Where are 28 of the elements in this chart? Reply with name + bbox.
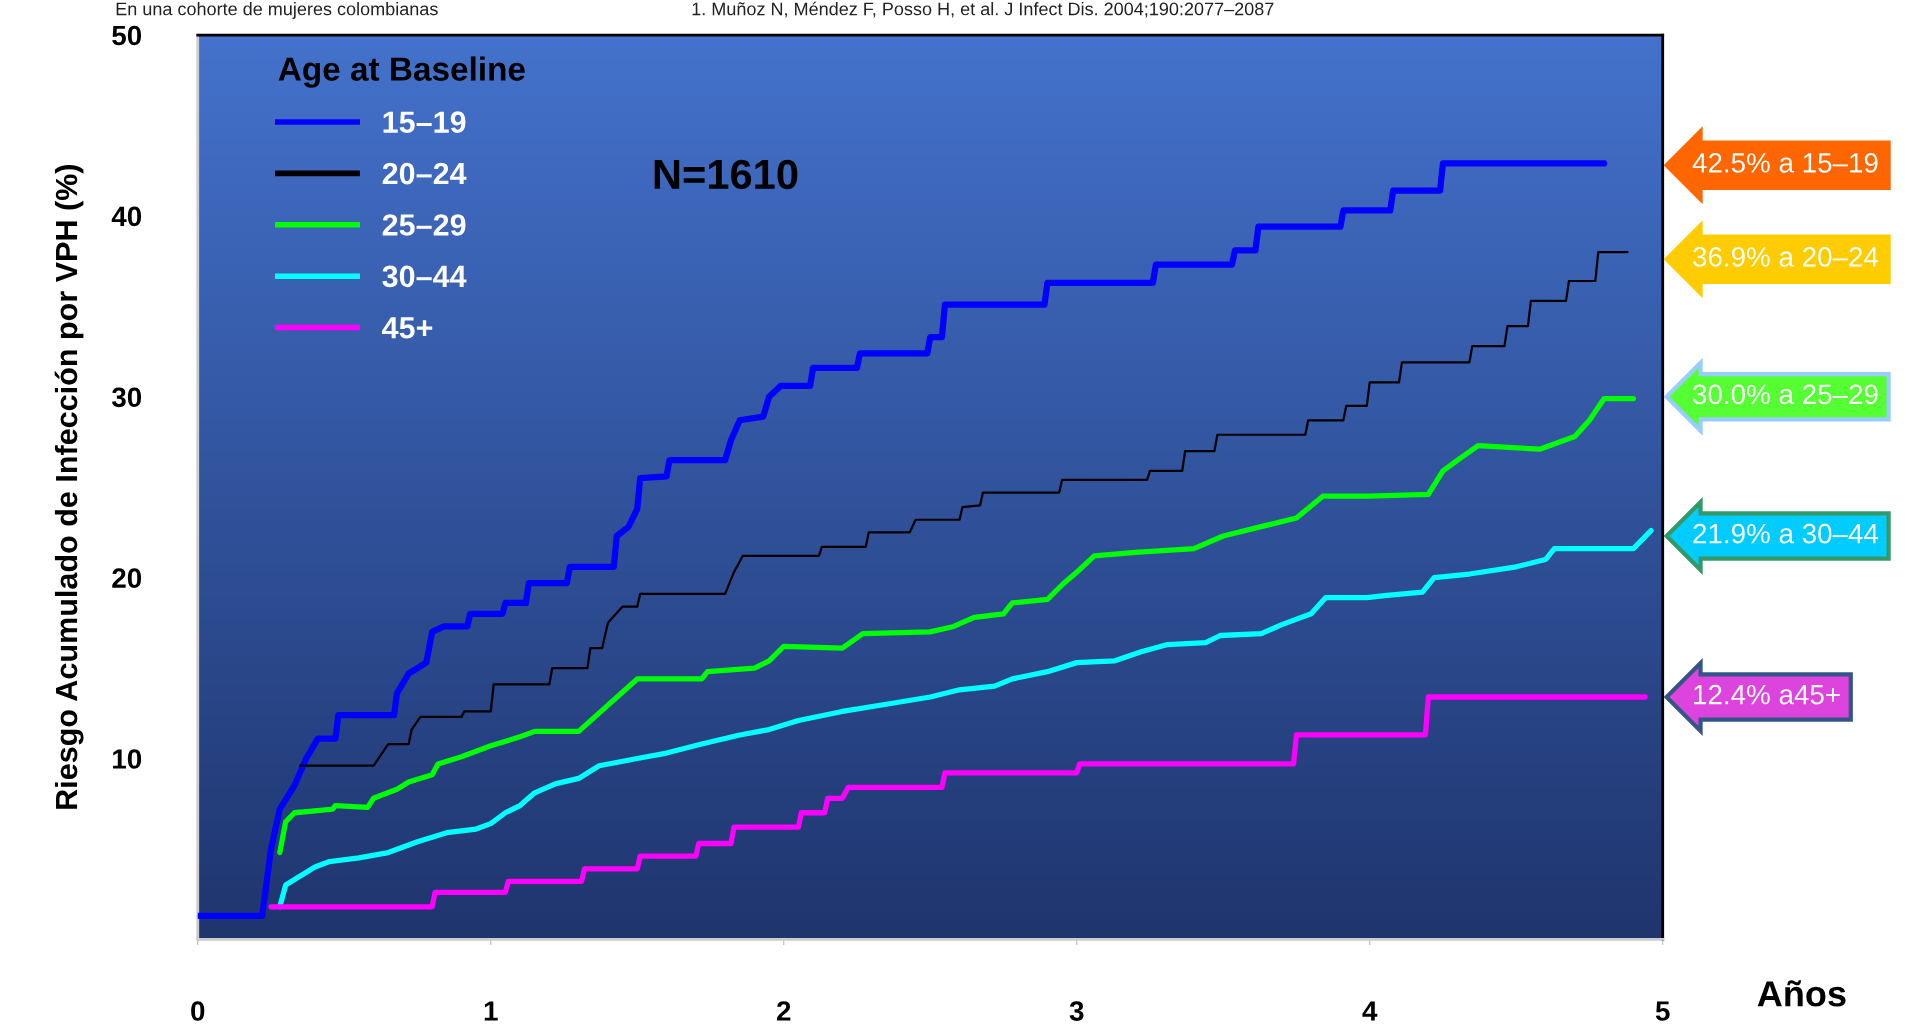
text: 12.4% a45+ (1694, 684, 1840, 705)
annotation: N=1610 (654, 159, 798, 190)
y-tick-label: 30 (111, 387, 142, 408)
y-tick-label: 40 (111, 206, 142, 227)
y-axis-title: Riesgo Acumulado de Infección por VPH (%) (54, 165, 84, 809)
text: 42.5% a 15–19 (1692, 153, 1878, 173)
legend-label: 45+ (382, 317, 433, 339)
text: 36.9% a 20–24 (1693, 247, 1879, 267)
legend-title: Age at Baseline (278, 56, 525, 88)
legend-label: 15–19 (383, 111, 466, 133)
x-axis-title: Años (1757, 980, 1846, 1007)
text: 21.9% a 30–44 (1693, 523, 1879, 544)
text: 30.0% a 25–29 (1693, 384, 1878, 405)
x-tick-label: 3 (1069, 1001, 1084, 1021)
line-series (299, 250, 1629, 767)
x-tick-label: 0 (191, 1001, 205, 1021)
y-tick-label: 50 (112, 25, 142, 46)
x-tick-label: 4 (1362, 1001, 1378, 1021)
x-tick-label: 2 (776, 1001, 791, 1021)
legend-label: 20–24 (382, 162, 467, 185)
y-tick-label: 20 (112, 568, 142, 588)
x-tick-label: 5 (1655, 1001, 1670, 1021)
legend-label: 30–44 (382, 265, 467, 288)
y-tick-label: 10 (113, 749, 142, 769)
text: 1. Muñoz N, Méndez F, Posso H, et al. J Infect Dis. 2004;190:2077–2087 (692, 1, 1274, 18)
text: En una cohorte de mujeres colombianas (116, 2, 438, 19)
x-tick-label: 1 (484, 1001, 498, 1021)
legend-label: 25–29 (382, 214, 466, 236)
